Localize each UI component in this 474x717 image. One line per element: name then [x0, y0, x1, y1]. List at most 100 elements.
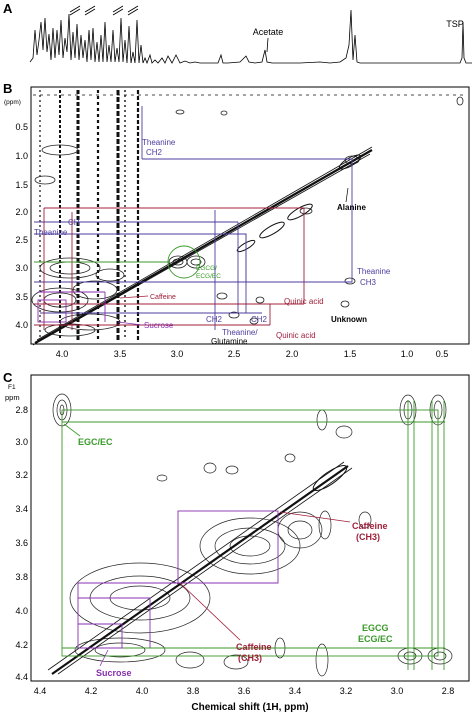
c-egcg-1: EGCG	[362, 623, 389, 633]
panel-b-annotations: Theanine CH2 Alanine CH Theanine EGCG/ E…	[34, 138, 391, 346]
c-ytick-4.2: 4.2	[15, 640, 28, 650]
c-ytick-4.4: 4.4	[15, 672, 28, 682]
panel-b-blue-lines	[34, 106, 353, 330]
panel-b-contours	[31, 96, 464, 337]
panel-b-letter: B	[3, 81, 12, 96]
panel-c: C F1 ppm 2.8 3.0 3.2 3.4 3.6 3.8 4.0 4.2…	[3, 370, 470, 713]
c-ytick-3.6: 3.6	[15, 538, 28, 548]
panel-c-x-axis-title: Chemical shift (1H, ppm)	[191, 702, 308, 713]
panel-b-frame	[30, 86, 470, 345]
b-ch2-a: CH2	[206, 315, 223, 324]
c-xtick-3.0: 3.0	[391, 686, 404, 696]
c-ytick-4.0: 4.0	[15, 606, 28, 616]
b-unknown: Unknown	[331, 315, 367, 324]
c-caffeine-right-2: (CH3)	[356, 532, 380, 542]
panel-a: A Acetate TSP	[3, 1, 472, 65]
spectrum-1d-trace	[29, 9, 472, 65]
c-caffeine-bottom-pointer	[179, 582, 241, 641]
b-theanine-glu-1: Theanine/	[222, 328, 258, 337]
panel-c-green-lines	[61, 400, 445, 670]
b-sucrose-pointer	[117, 321, 143, 326]
c-egc-ec-pointer	[63, 423, 81, 437]
b-xtick-2.0: 2.0	[286, 349, 299, 359]
c-xtick-3.2: 3.2	[340, 686, 353, 696]
b-xtick-1.0: 1.0	[401, 349, 414, 359]
panel-b-green	[34, 245, 201, 279]
b-ytick-1.0: 1.0	[15, 151, 28, 161]
c-xtick-3.6: 3.6	[238, 686, 251, 696]
c-caffeine-bottom-2: (CH3)	[238, 653, 262, 663]
acetate-label: Acetate	[253, 27, 284, 37]
b-theanine-ch2-top: Theanine	[142, 138, 176, 147]
c-sucrose-pointer	[99, 649, 109, 667]
c-ytick-3.8: 3.8	[15, 572, 28, 582]
panel-c-diagonal	[47, 461, 353, 675]
b-theanine-ch3-bottom: CH3	[360, 278, 377, 287]
b-ch-label: CH	[68, 218, 80, 227]
b-sucrose: Sucrose	[144, 321, 174, 330]
c-ytick-3.2: 3.2	[15, 470, 28, 480]
panel-c-ppm-label: ppm	[5, 393, 20, 402]
panel-b: B (ppm) 0.5 1.0 1.5 2.0 2.5 3.0 3.5 4.0 …	[3, 81, 470, 359]
c-caffeine-right-pointer	[279, 511, 351, 523]
b-ytick-3.0: 3.0	[15, 263, 28, 273]
b-xtick-1.5: 1.5	[344, 349, 357, 359]
b-alanine: Alanine	[337, 203, 366, 212]
panel-c-y-ticks: 2.8 3.0 3.2 3.4 3.6 3.8 4.0 4.2 4.4	[15, 405, 28, 682]
panel-b-red-lines	[34, 207, 305, 330]
c-egcg-2: ECG/EC	[358, 634, 393, 644]
b-ytick-1.5: 1.5	[15, 180, 28, 190]
c-xtick-4.2: 4.2	[85, 686, 98, 696]
b-xtick-3.5: 3.5	[114, 349, 127, 359]
acetate-pointer	[266, 37, 269, 53]
c-xtick-3.4: 3.4	[289, 686, 302, 696]
b-theanine-ch3-top: Theanine	[357, 267, 391, 276]
panel-b-streaks	[33, 90, 466, 340]
c-ytick-3.4: 3.4	[15, 504, 28, 514]
panel-b-y-ticks: 0.5 1.0 1.5 2.0 2.5 3.0 3.5 4.0	[15, 122, 28, 330]
b-egcg-2: ECG/EC	[196, 273, 221, 280]
panel-b-diagonal	[32, 146, 373, 346]
c-xtick-2.8: 2.8	[442, 686, 455, 696]
c-xtick-4.0: 4.0	[136, 686, 149, 696]
b-quinic-acid-1: Quinic acid	[284, 297, 324, 306]
c-xtick-4.4: 4.4	[34, 686, 47, 696]
c-ytick-3.0: 3.0	[15, 437, 28, 447]
c-egc-ec: EGC/EC	[78, 437, 113, 447]
panel-b-x-ticks: 4.0 3.5 3.0 2.5 2.0 1.5 1.0 0.5	[56, 349, 449, 359]
b-theanine-glu-2: Glutamine	[211, 337, 248, 346]
b-ytick-4.0: 4.0	[15, 320, 28, 330]
peak-markers	[69, 5, 139, 16]
c-caffeine-right-1: Caffeine	[352, 521, 388, 531]
b-caffeine: Caffeine	[150, 294, 176, 301]
b-ytick-2.0: 2.0	[15, 207, 28, 217]
b-theanine-ch2-bottom: CH2	[146, 148, 163, 157]
b-xtick-0.5: 0.5	[436, 349, 449, 359]
panel-a-letter: A	[3, 1, 13, 16]
panel-c-x-ticks: 4.4 4.2 4.0 3.8 3.6 3.4 3.2 3.0 2.8	[34, 686, 455, 696]
panel-b-ppm-unit: (ppm)	[4, 99, 21, 106]
b-quinic-acid-2: Quinic acid	[276, 331, 316, 340]
panel-c-letter: C	[3, 370, 13, 385]
b-ytick-3.5: 3.5	[15, 292, 28, 302]
panel-b-purple	[37, 291, 106, 323]
c-sucrose: Sucrose	[96, 668, 132, 678]
panel-c-f1-label: F1	[8, 384, 16, 391]
b-xtick-2.5: 2.5	[228, 349, 241, 359]
c-ytick-2.8: 2.8	[15, 405, 28, 415]
panel-c-annotations: EGC/EC Caffeine (CH3) Caffeine (CH3) EGC…	[63, 423, 393, 678]
b-xtick-4.0: 4.0	[56, 349, 69, 359]
c-caffeine-bottom-1: Caffeine	[236, 642, 272, 652]
panel-c-frame	[30, 374, 470, 682]
b-xtick-3.0: 3.0	[171, 349, 184, 359]
b-ytick-2.5: 2.5	[15, 235, 28, 245]
b-alanine-pointer	[345, 187, 349, 203]
b-caffeine-pointer	[119, 295, 149, 299]
b-egcg-1: EGCG/	[196, 265, 217, 272]
panel-c-purple-lines	[77, 510, 279, 649]
b-ytick-0.5: 0.5	[15, 122, 28, 132]
b-theanine-left: Theanine	[34, 228, 68, 237]
tsp-label: TSP	[446, 19, 464, 29]
b-ch2-b: CH2	[251, 315, 268, 324]
